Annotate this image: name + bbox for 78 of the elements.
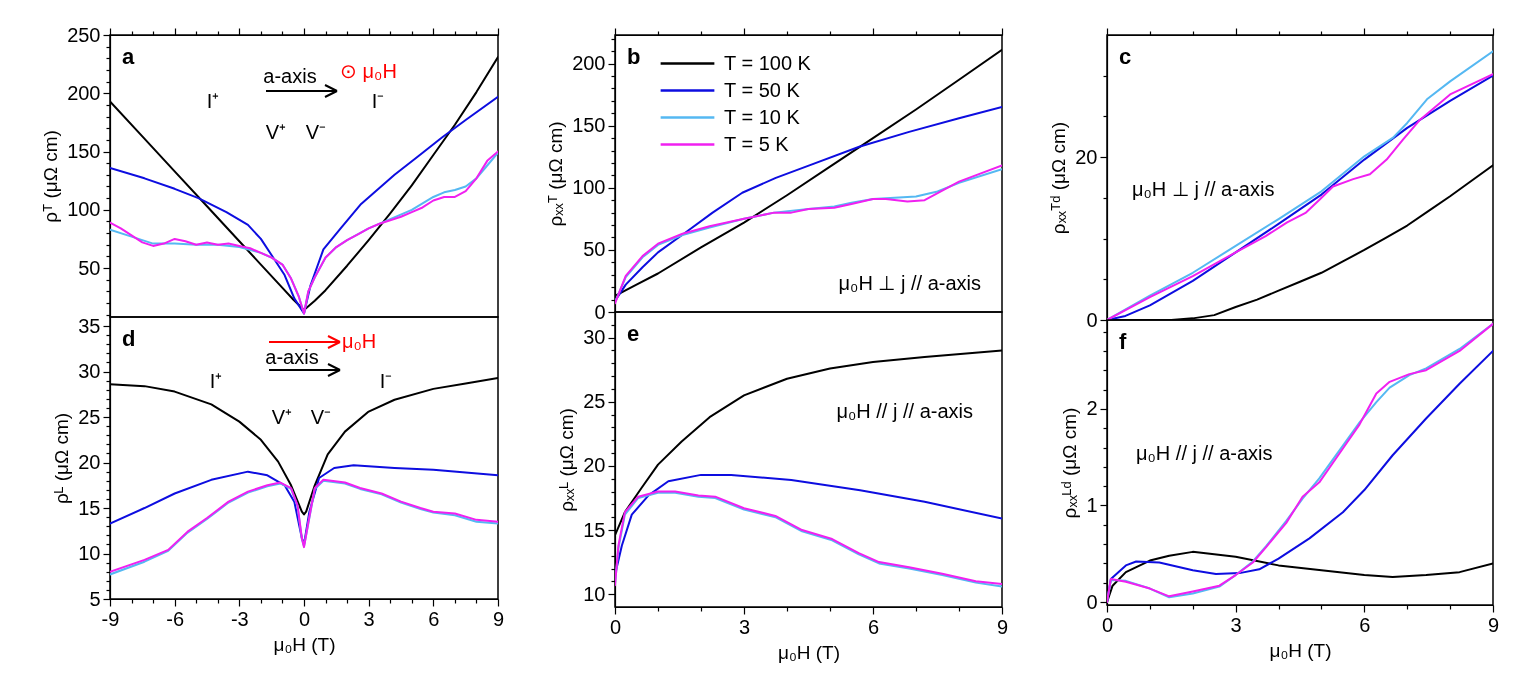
x-tick-label: 6	[867, 615, 880, 638]
annotation: μ₀H // j // a-axis	[836, 400, 973, 422]
y-axis-title: ρᴸ (μΩ cm)	[51, 412, 73, 505]
annotation: μ₀H ⊥ j // a-axis	[1132, 178, 1275, 200]
annotation: I⁺	[206, 90, 220, 112]
x-axis-title: μ₀H (T)	[777, 641, 841, 663]
legend-label: T = 5 K	[724, 132, 790, 155]
annotation: I⁻	[379, 370, 393, 392]
x-tick-label: -6	[166, 607, 185, 630]
y-tick-label: 35	[78, 314, 101, 337]
chart-title: f	[1119, 329, 1127, 354]
y-tick-label: 20	[583, 454, 606, 477]
line-series	[110, 95, 498, 315]
x-tick-label: 6	[428, 607, 440, 630]
y-tick-label: 15	[583, 518, 606, 541]
x-tick-label: 9	[996, 615, 1009, 638]
y-tick-label: 25	[583, 390, 606, 413]
y-axis-title: ρₓₓᴸ (μΩ cm)	[556, 408, 578, 512]
x-tick-label: 6	[1359, 613, 1371, 636]
y-axis-title: ρₓₓᵀ (μΩ cm)	[545, 121, 567, 227]
y-tick-label: 250	[67, 23, 101, 46]
x-axis-title: μ₀H (T)	[273, 633, 336, 655]
annotation: μ₀H // j // a-axis	[1136, 442, 1273, 464]
annotation: μ₀H	[342, 330, 377, 352]
legend-label: T = 100 K	[724, 51, 812, 74]
y-tick-label: 0	[594, 300, 606, 323]
y-tick-label: 200	[572, 52, 606, 75]
y-tick-label: 100	[572, 176, 606, 199]
y-axis-title: ρₓₓᴸᵈ (μΩ cm)	[1059, 407, 1081, 519]
y-tick-label: 100	[67, 198, 101, 221]
x-tick-label: 0	[609, 615, 622, 638]
x-tick-label: 0	[298, 607, 311, 630]
annotation: a-axis	[263, 65, 317, 87]
legend-label: T = 10 K	[724, 105, 801, 128]
y-axis-title: ρₓₓᵀᵈ (μΩ cm)	[1048, 121, 1070, 235]
x-tick-label: -3	[230, 607, 249, 630]
y-axis-title: ρᵀ (μΩ cm)	[40, 130, 62, 223]
x-tick-label: 3	[738, 615, 751, 638]
y-tick-label: 0	[1086, 590, 1098, 613]
annotation: I⁻	[371, 90, 385, 112]
x-tick-label: 9	[492, 607, 505, 630]
x-tick-label: 3	[363, 607, 375, 630]
chart-title: c	[1119, 44, 1132, 69]
y-tick-label: 5	[89, 587, 101, 610]
y-tick-label: 1	[1086, 493, 1098, 516]
y-tick-label: 30	[583, 326, 606, 349]
annotation: μ₀H ⊥ j // a-axis	[838, 272, 981, 294]
y-tick-label: 20	[1075, 145, 1098, 168]
annotation: a-axis	[265, 346, 319, 368]
y-tick-label: 10	[583, 582, 606, 605]
annotation: ⊙ μ₀H	[340, 60, 397, 82]
annotation: V⁺	[265, 121, 287, 143]
y-tick-label: 200	[67, 81, 101, 104]
annotation: V⁺	[271, 406, 293, 428]
y-tick-label: 150	[572, 114, 606, 137]
x-tick-label: 0	[1101, 613, 1114, 636]
y-tick-label: 25	[78, 405, 101, 428]
y-tick-label: 50	[78, 256, 101, 279]
x-tick-label: 9	[1487, 613, 1500, 636]
y-tick-label: 30	[78, 360, 101, 383]
chart-title: d	[122, 326, 136, 351]
annotation: V⁻	[305, 121, 327, 143]
y-tick-label: 20	[78, 451, 101, 474]
y-tick-label: 50	[583, 238, 606, 261]
annotation: V⁻	[310, 406, 332, 428]
chart-title: b	[627, 44, 641, 69]
x-tick-label: -9	[101, 607, 120, 630]
y-tick-label: 2	[1086, 397, 1098, 420]
chart-title: a	[122, 44, 135, 69]
annotation: I⁺	[209, 370, 223, 392]
legend-label: T = 50 K	[724, 78, 801, 101]
x-axis-title: μ₀H (T)	[1269, 639, 1332, 661]
y-tick-label: 15	[78, 496, 101, 519]
y-tick-label: 0	[1086, 308, 1098, 331]
y-tick-label: 150	[67, 140, 101, 163]
x-tick-label: 3	[1230, 613, 1242, 636]
chart-title: e	[627, 321, 640, 346]
y-tick-label: 10	[78, 542, 101, 565]
